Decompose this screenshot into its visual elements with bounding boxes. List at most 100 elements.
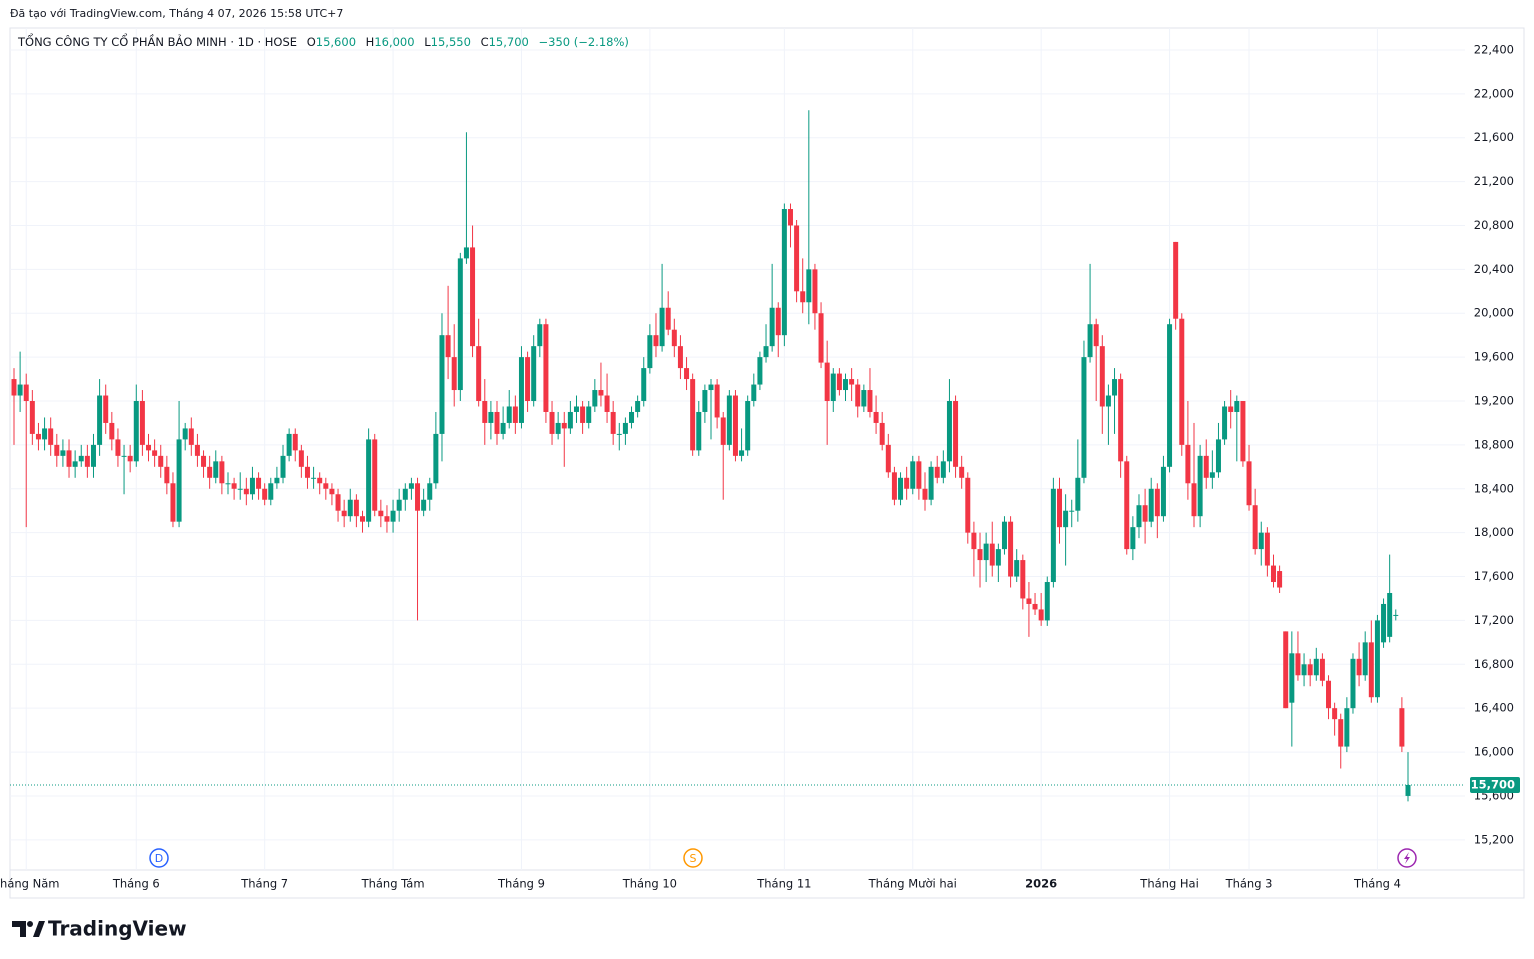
candle-body xyxy=(439,335,445,434)
candle-body xyxy=(946,401,952,462)
candle-body xyxy=(402,488,408,500)
symbol-name: TỔNG CÔNG TY CỔ PHẦN BẢO MINH · 1D · HOS… xyxy=(17,33,297,49)
candle-body xyxy=(170,483,176,522)
candle-body xyxy=(488,411,494,423)
candle-body xyxy=(549,411,555,434)
candle-body xyxy=(836,373,842,391)
candle-body xyxy=(769,307,775,347)
candle-body xyxy=(42,428,48,440)
candle-body xyxy=(317,477,323,484)
x-tick-label: Tháng 6 xyxy=(112,877,160,891)
y-tick-label: 19,600 xyxy=(1474,350,1514,364)
candle-body xyxy=(665,307,671,330)
candle-body xyxy=(1381,603,1387,643)
candle-body xyxy=(231,483,237,489)
candle-body xyxy=(1112,379,1118,396)
x-tick-label: Tháng 11 xyxy=(756,877,811,891)
y-tick-label: 22,000 xyxy=(1474,86,1514,100)
candle-body xyxy=(60,450,66,456)
candle-body xyxy=(1081,357,1087,478)
candle-body xyxy=(745,401,751,451)
candle-body xyxy=(934,466,940,478)
candle-body xyxy=(372,439,378,511)
candle-body xyxy=(1032,603,1038,610)
change: −350 (−2.18%) xyxy=(539,35,629,49)
candle-body xyxy=(922,488,928,500)
candle-body xyxy=(598,390,604,396)
candle-body xyxy=(1246,461,1252,506)
y-tick-label: 17,200 xyxy=(1474,613,1514,627)
candle-body xyxy=(292,433,298,451)
candle-body xyxy=(1130,527,1136,550)
candle-body xyxy=(830,373,836,402)
candle-body xyxy=(1215,439,1221,473)
open: 15,600 xyxy=(316,35,356,49)
candle-body xyxy=(1136,505,1142,528)
candle-body xyxy=(659,307,665,347)
candle-body xyxy=(207,466,213,478)
candle-body xyxy=(843,379,849,391)
last-price-tag xyxy=(1470,776,1520,793)
candle-body xyxy=(573,406,579,412)
x-tick-label: 2026 xyxy=(1025,877,1057,891)
candle-body xyxy=(1222,406,1228,440)
candle-body xyxy=(500,422,506,434)
y-tick-label: 17,600 xyxy=(1474,569,1514,583)
candle-body xyxy=(763,346,769,358)
candle-body xyxy=(476,346,482,402)
candle-body xyxy=(48,428,54,445)
candle-body xyxy=(1332,708,1338,720)
candle-body xyxy=(561,422,567,429)
candle-body xyxy=(928,466,934,500)
y-tick-label: 18,800 xyxy=(1474,437,1514,451)
candle-body xyxy=(1099,346,1105,407)
candle-body xyxy=(219,461,225,484)
candle-body xyxy=(176,439,182,522)
candle-body xyxy=(164,466,170,484)
logo-mark xyxy=(27,921,33,927)
candle-body xyxy=(720,417,726,445)
candle-body xyxy=(1228,406,1234,412)
event-circle xyxy=(149,848,169,868)
candle-body xyxy=(1197,455,1203,517)
x-tick-label: Tháng 4 xyxy=(1353,877,1401,891)
candle-body xyxy=(684,368,690,380)
candle-body xyxy=(525,357,531,402)
candle-body xyxy=(194,444,200,456)
candle-body xyxy=(415,483,421,511)
candle-body xyxy=(506,406,512,423)
candle-body xyxy=(671,329,677,347)
candle-body xyxy=(90,444,96,467)
candle-body xyxy=(78,455,84,462)
candle-body xyxy=(1105,395,1111,407)
candle-body xyxy=(714,384,720,418)
candle-body xyxy=(103,395,109,423)
candle-body xyxy=(531,346,537,402)
candle-body xyxy=(702,390,708,412)
candle-body xyxy=(708,384,714,391)
candle-body xyxy=(341,510,347,517)
candle-body xyxy=(1185,444,1191,484)
candle-body xyxy=(629,411,635,423)
candle-body xyxy=(127,455,133,462)
candle-body xyxy=(451,357,457,391)
y-tick-label: 15,200 xyxy=(1474,832,1514,846)
candle-body xyxy=(1160,466,1166,517)
y-tick-label: 20,800 xyxy=(1474,218,1514,232)
candle-body xyxy=(121,455,127,457)
l-label: L xyxy=(424,35,431,49)
candle-body xyxy=(1154,488,1160,517)
y-tick-label: 20,400 xyxy=(1474,262,1514,276)
candle-body xyxy=(213,461,219,478)
legend: TỔNG CÔNG TY CỔ PHẦN BẢO MINH · 1D · HOS… xyxy=(17,33,629,49)
candle-body xyxy=(1050,488,1056,583)
candle-body xyxy=(1350,658,1356,709)
candle-body xyxy=(139,401,145,445)
candle-body xyxy=(11,379,17,396)
candle-body xyxy=(158,455,164,467)
candle-body xyxy=(408,483,414,489)
candle-body xyxy=(152,450,158,456)
candle-body xyxy=(97,395,103,445)
candle-body xyxy=(977,549,983,561)
